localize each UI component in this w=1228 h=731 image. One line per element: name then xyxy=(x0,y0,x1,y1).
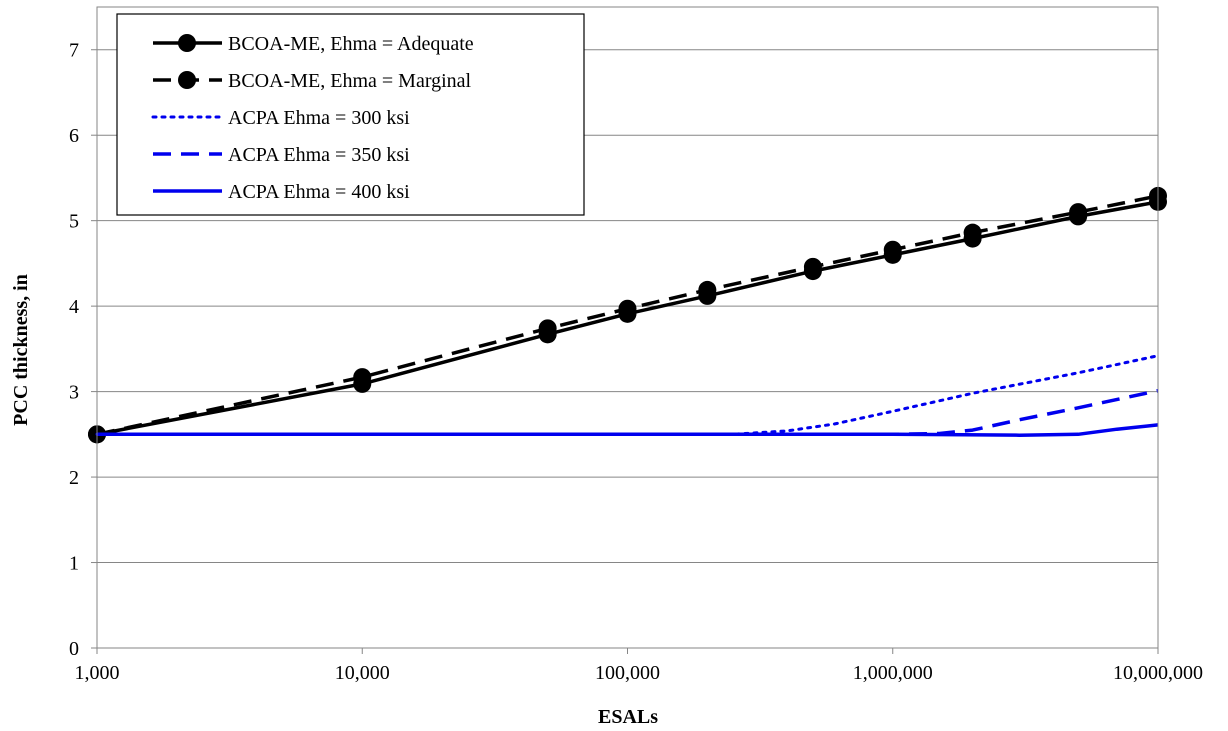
legend-label-0: BCOA-ME, Ehma = Adequate xyxy=(228,33,474,55)
series-lines xyxy=(88,186,1167,444)
y-tick-label-3: 3 xyxy=(69,382,79,404)
series-line-3 xyxy=(97,388,1159,437)
legend-label-2: ACPA Ehma = 300 ksi xyxy=(228,107,410,129)
x-tick-label-3: 1,000,000 xyxy=(853,662,933,684)
y-tick-label-0: 0 xyxy=(69,638,79,660)
tick-labels: 0 1 2 3 4 5 6 7 1,000 10,000 100,000 1,000,000 10,00… xyxy=(69,40,1203,684)
series-1-point-6 xyxy=(883,240,902,259)
legend: BCOA-ME, Ehma = Adequate BCOA-ME, Ehma = … xyxy=(116,13,585,216)
y-tick-label-7: 7 xyxy=(69,40,79,62)
y-tick-label-2: 2 xyxy=(69,467,79,489)
y-tick-label-6: 6 xyxy=(69,125,79,147)
series-line-2 xyxy=(95,354,1160,436)
x-tick-label-1: 10,000 xyxy=(335,662,390,684)
series-1-point-1 xyxy=(353,368,372,387)
series-1-point-8 xyxy=(1069,203,1088,222)
legend-marker-1 xyxy=(178,71,196,89)
y-axis-title: PCC thickness, in xyxy=(10,274,32,426)
series-line-0 xyxy=(96,200,1159,437)
legend-label-4: ACPA Ehma = 400 ksi xyxy=(228,181,410,203)
series-1-point-4 xyxy=(698,280,717,299)
series-1-point-3 xyxy=(618,299,637,318)
x-tick-label-2: 100,000 xyxy=(595,662,660,684)
x-tick-label-4: 10,000,000 xyxy=(1113,662,1203,684)
y-tick-label-4: 4 xyxy=(69,296,79,318)
legend-label-3: ACPA Ehma = 350 ksi xyxy=(228,144,410,166)
legend-marker-0 xyxy=(178,34,196,52)
series-line-1 xyxy=(96,194,1159,437)
series-1-point-5 xyxy=(803,257,822,276)
y-tick-label-1: 1 xyxy=(69,553,79,575)
series-1-point-2 xyxy=(538,319,557,338)
x-tick-label-0: 1,000 xyxy=(75,662,120,684)
y-tick-label-5: 5 xyxy=(69,211,79,233)
series-line-4 xyxy=(97,423,1159,437)
legend-box xyxy=(116,13,585,216)
x-axis-title: ESALs xyxy=(598,706,658,728)
legend-label-1: BCOA-ME, Ehma = Marginal xyxy=(228,70,472,92)
axes xyxy=(91,6,1159,654)
series-1-point-7 xyxy=(963,223,982,242)
